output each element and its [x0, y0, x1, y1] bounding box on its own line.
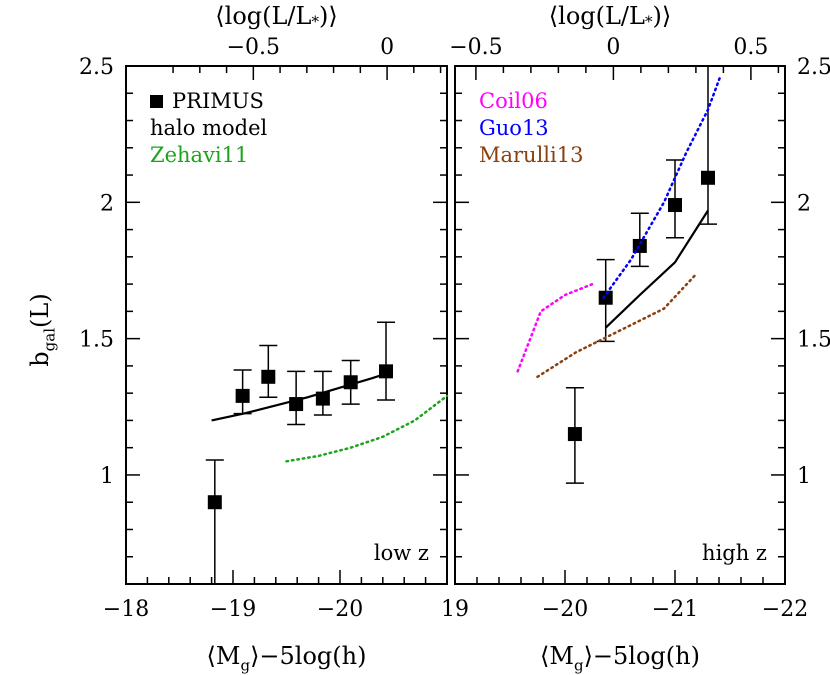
y-tick-label: 2.5	[797, 55, 830, 80]
data-point	[668, 198, 682, 213]
panel-label: low z	[374, 541, 429, 565]
data-point	[235, 388, 250, 403]
legend-label: Zehavi11	[150, 143, 248, 167]
halo-model-line	[211, 371, 390, 422]
legend-marker	[150, 95, 163, 108]
data-point	[567, 427, 582, 442]
legend-label: PRIMUS	[172, 89, 264, 113]
y-tick-label: 1	[797, 464, 811, 489]
y-tick-label: 2.5	[79, 55, 114, 80]
x-tick-label: −21	[652, 597, 698, 622]
legend-label: Coil06	[479, 89, 548, 113]
low-z-panel: −18 −19 −20 −0.5 0 1 1.5 2 2.5 PRIMUS halo model Ze…	[79, 35, 449, 622]
y-axis-title: bgal(L)	[26, 293, 59, 366]
data-point	[315, 391, 330, 406]
top-axis-title: ⟨log(L/L*)⟩	[549, 2, 671, 30]
zehavi11-line	[285, 394, 449, 463]
data-point	[207, 495, 222, 510]
y-tick-label: 1.5	[797, 328, 830, 353]
top-tick-label: −0.5	[227, 35, 280, 60]
axis-labels: ⟨Mg⟩−5log(h) ⟨log(L/L*)⟩ bgal(L) ⟨Mg⟩−5log(…	[26, 2, 700, 675]
data-point	[261, 369, 276, 384]
top-axis-title: ⟨log(L/L*)⟩	[215, 2, 337, 30]
data-point	[598, 290, 613, 305]
marulli13-line	[536, 271, 699, 379]
x-tick-label: −20	[317, 597, 363, 622]
legend-label: Marulli13	[479, 143, 583, 167]
high-z-panel: 19 −20 −21 −22 −0.5 0 0.5 1 1.5 2 2.5 Coil06 Guo13 Ma…	[441, 35, 830, 622]
y-tick-label: 1	[100, 464, 114, 489]
data-point	[632, 238, 647, 253]
top-tick-label: −0.5	[449, 35, 502, 60]
guo13-line	[602, 75, 722, 299]
legend-label: Guo13	[479, 116, 549, 140]
x-tick-label: −20	[542, 597, 588, 622]
halo-model-line	[604, 209, 709, 329]
plot-frame	[125, 65, 448, 585]
x-axis-title: ⟨Mg⟩−5log(h)	[540, 642, 700, 675]
x-tick-label: −18	[103, 597, 149, 622]
coil06-line	[516, 282, 594, 373]
plot-frame	[454, 65, 786, 585]
panel-label: high z	[702, 541, 767, 565]
top-tick-label: 0	[606, 35, 620, 60]
top-tick-label: 0	[380, 35, 394, 60]
legend-label: halo model	[150, 116, 268, 140]
x-tick-label: 19	[441, 597, 469, 622]
top-tick-label: 0.5	[733, 35, 768, 60]
data-point	[701, 170, 715, 185]
x-axis-title: ⟨Mg⟩−5log(h)	[207, 642, 367, 675]
x-tick-label: −22	[762, 597, 808, 622]
y-tick-label: 2	[797, 191, 811, 216]
y-tick-label: 2	[100, 191, 114, 216]
y-tick-label: 1.5	[79, 328, 114, 353]
x-tick-label: −19	[210, 597, 256, 622]
